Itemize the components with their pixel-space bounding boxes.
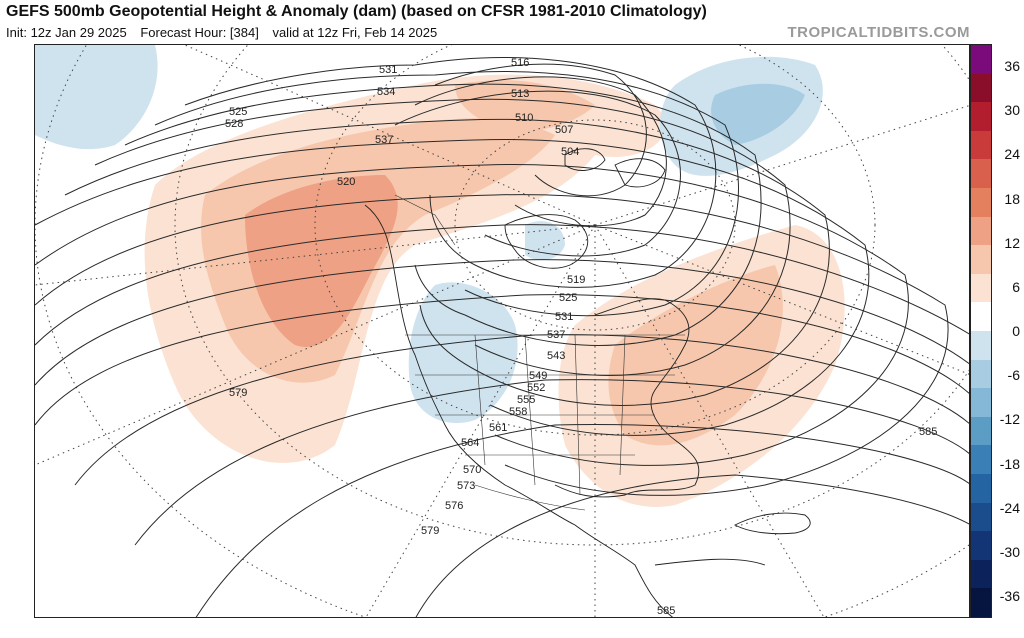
colorbar-swatch — [971, 388, 991, 417]
colorbar-swatch — [971, 73, 991, 103]
colorbar-tick-label: 12 — [1004, 234, 1020, 251]
contour-label: 507 — [555, 124, 573, 136]
colorbar-swatch — [971, 245, 991, 274]
contour-label: 555 — [517, 394, 535, 406]
graticule — [35, 45, 969, 617]
colorbar-tick-label: -30 — [999, 543, 1020, 560]
contour-label: 561 — [489, 422, 507, 434]
colorbar-tick-label: -18 — [999, 455, 1020, 472]
contour-label: 573 — [457, 480, 475, 492]
contour-label: 531 — [555, 311, 573, 323]
forecast-hour: Forecast Hour: [384] — [140, 25, 259, 40]
contour-label: 549 — [529, 370, 547, 382]
colorbar-swatch — [971, 473, 991, 503]
anomaly-colorbar — [970, 44, 992, 618]
contour-label: 579 — [421, 525, 439, 537]
colorbar-tick-label: 24 — [1004, 146, 1020, 163]
site-credit: TROPICALTIDBITS.COM — [787, 24, 970, 41]
colorbar-tick-label: 0 — [1012, 323, 1020, 339]
negative-anomaly-region — [35, 45, 823, 424]
colorbar-swatch — [971, 359, 991, 389]
colorbar-swatch — [971, 588, 991, 617]
coastlines — [364, 148, 811, 617]
contour-label: 531 — [379, 64, 397, 76]
colorbar-swatch — [971, 531, 991, 560]
contour-label: 525 — [229, 106, 247, 118]
contour-label: 528 — [225, 118, 243, 130]
positive-anomaly-region — [144, 74, 845, 507]
contour-label: 558 — [509, 406, 527, 418]
contour-label: 537 — [547, 329, 565, 341]
colorbar-tick-label: 30 — [1004, 102, 1020, 119]
contour-label: 519 — [567, 274, 585, 286]
contour-label: 520 — [337, 176, 355, 188]
anomaly-map: 516 513 510 507 504 531 534 537 525 528 … — [34, 44, 970, 618]
colorbar-swatch — [971, 45, 991, 74]
chart-title: GEFS 500mb Geopotential Height & Anomaly… — [6, 3, 707, 20]
colorbar-swatch — [971, 302, 991, 331]
colorbar-tick-label: -12 — [999, 411, 1020, 428]
contour-label: 579 — [229, 387, 247, 399]
colorbar-swatch — [971, 273, 991, 303]
colorbar-swatch — [971, 559, 991, 589]
chart-subtitle: Init: 12z Jan 29 2025 Forecast Hour: [38… — [6, 25, 447, 40]
contour-label: 570 — [463, 464, 481, 476]
contour-label: 564 — [461, 437, 479, 449]
contour-label: 504 — [561, 146, 579, 158]
colorbar-swatch — [971, 102, 991, 131]
colorbar-swatch — [971, 502, 991, 532]
colorbar-swatch — [971, 187, 991, 217]
contour-label: 525 — [559, 292, 577, 304]
colorbar-tick-label: -36 — [999, 588, 1020, 604]
colorbar-labels: 36 30 24 18 12 6 0 -6 -12 -18 -24 -30 -36 — [994, 44, 1024, 618]
contour-label: 534 — [377, 86, 395, 98]
height-contours — [35, 57, 969, 617]
contour-label: 585 — [657, 605, 675, 617]
colorbar-tick-label: -6 — [1007, 367, 1020, 384]
colorbar-swatch — [971, 330, 991, 360]
colorbar-swatch — [971, 159, 991, 188]
contour-label: 516 — [511, 57, 529, 69]
contour-label: 537 — [375, 134, 393, 146]
colorbar-swatch — [971, 416, 991, 446]
colorbar-tick-label: 18 — [1004, 190, 1020, 207]
colorbar-swatch — [971, 130, 991, 160]
init-time: Init: 12z Jan 29 2025 — [6, 25, 127, 40]
colorbar-swatch — [971, 445, 991, 474]
colorbar-tick-label: 6 — [1012, 278, 1020, 295]
contour-labels: 516 513 510 507 504 531 534 537 525 528 … — [225, 57, 937, 617]
colorbar-tick-label: 36 — [1004, 58, 1020, 74]
borders — [394, 194, 685, 511]
contour-label: 576 — [445, 500, 463, 512]
contour-label: 543 — [547, 350, 565, 362]
colorbar-tick-label: -24 — [999, 499, 1020, 516]
map-canvas: 516 513 510 507 504 531 534 537 525 528 … — [35, 45, 969, 617]
colorbar-swatch — [971, 216, 991, 246]
contour-label: 510 — [515, 112, 533, 124]
contour-label: 585 — [919, 426, 937, 438]
valid-time: valid at 12z Fri, Feb 14 2025 — [272, 25, 438, 40]
contour-label: 552 — [527, 382, 545, 394]
contour-label: 513 — [511, 88, 529, 100]
